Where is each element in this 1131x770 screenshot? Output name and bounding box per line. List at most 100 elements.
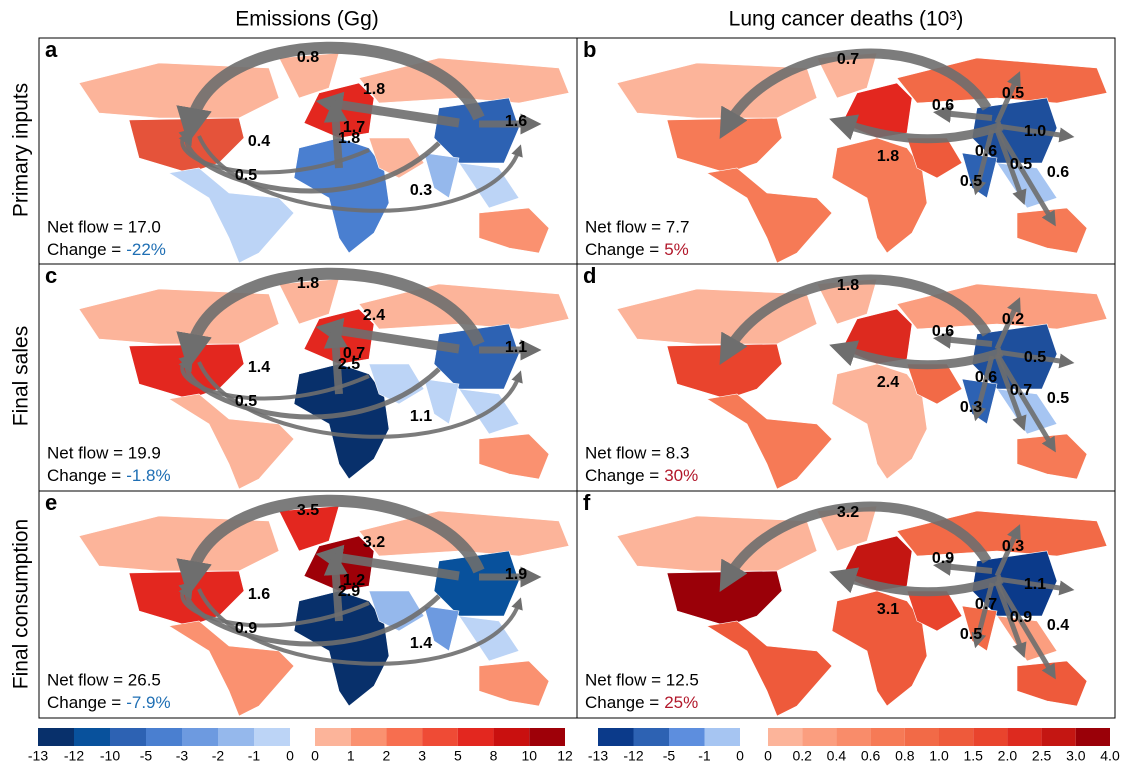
flow-label: 2.9 bbox=[338, 583, 360, 600]
flow-label: 0.9 bbox=[1010, 609, 1032, 626]
flow-label: 2.4 bbox=[877, 374, 899, 391]
colorbar-label: 0.4 bbox=[827, 748, 847, 764]
change-value: 25% bbox=[664, 693, 698, 712]
flow-label: 2.5 bbox=[338, 356, 360, 373]
row-label: Final sales bbox=[10, 326, 33, 426]
flow-label: 0.5 bbox=[1010, 156, 1032, 173]
colorbar-swatch bbox=[973, 728, 1007, 746]
colorbar-label: 1 bbox=[347, 748, 355, 764]
flow-label: 0.9 bbox=[235, 620, 257, 637]
change-label: Change = bbox=[47, 693, 121, 712]
change: Change = -22% bbox=[47, 240, 166, 259]
colorbar-label: -10 bbox=[100, 748, 120, 764]
colorbar-label: 0.2 bbox=[792, 748, 812, 764]
change: Change = 25% bbox=[585, 693, 698, 712]
flow-label: 0.5 bbox=[235, 393, 257, 410]
change-label: Change = bbox=[585, 240, 659, 259]
change-label: Change = bbox=[585, 693, 659, 712]
colorbar-swatch bbox=[458, 728, 494, 746]
change: Change =-1.8% bbox=[47, 466, 171, 485]
flow-label: 0.2 bbox=[1002, 311, 1024, 328]
flow-label: 3.5 bbox=[297, 502, 319, 519]
flow-label: 0.7 bbox=[837, 51, 859, 68]
net-flow: Net flow = 19.9 bbox=[47, 443, 161, 462]
flow-label: 0.3 bbox=[1002, 538, 1024, 555]
colorbar-label: 10 bbox=[521, 748, 537, 764]
panel-letter: a bbox=[45, 37, 58, 62]
flow-label: 0.5 bbox=[1002, 85, 1024, 102]
change: Change = 5% bbox=[585, 240, 689, 259]
colorbar-swatch bbox=[110, 728, 146, 746]
colorbar-label: 1.5 bbox=[963, 748, 983, 764]
change: Change =-7.9% bbox=[47, 693, 171, 712]
colorbar-swatch bbox=[422, 728, 458, 746]
colorbar-label: -5 bbox=[140, 748, 153, 764]
colorbar-label: -5 bbox=[663, 748, 676, 764]
column-title: Lung cancer deaths (10³) bbox=[729, 8, 964, 31]
colorbar-label: -2 bbox=[212, 748, 225, 764]
colorbar-swatch bbox=[254, 728, 290, 746]
colorbar-swatch bbox=[836, 728, 870, 746]
colorbar-swatch bbox=[351, 728, 387, 746]
colorbar-swatch bbox=[146, 728, 182, 746]
colorbar-swatch bbox=[1042, 728, 1076, 746]
colorbar-label: 0 bbox=[764, 748, 772, 764]
colorbar-swatch bbox=[598, 728, 634, 746]
net-flow: Net flow = 8.3 bbox=[585, 443, 689, 462]
column-title: Emissions (Gg) bbox=[235, 8, 379, 31]
change-value: 5% bbox=[664, 240, 689, 259]
flow-label: 0.8 bbox=[297, 49, 319, 66]
flow-label: 1.6 bbox=[248, 586, 270, 603]
colorbar-swatch bbox=[38, 728, 74, 746]
flow-label: 0.7 bbox=[975, 596, 997, 613]
flow-label: 0.6 bbox=[1047, 164, 1069, 181]
colorbar-swatch bbox=[529, 728, 565, 746]
change-value: -1.8% bbox=[126, 466, 170, 485]
flow-label: 0.5 bbox=[960, 626, 982, 643]
flow-label: 1.8 bbox=[837, 277, 859, 294]
flow-label: 3.2 bbox=[363, 534, 385, 551]
colorbar-label: 0.6 bbox=[861, 748, 881, 764]
colorbar-label: -13 bbox=[28, 748, 48, 764]
flow-label: 1.1 bbox=[505, 339, 527, 356]
colorbar-swatch bbox=[871, 728, 905, 746]
colorbar-label: 0 bbox=[736, 748, 744, 764]
colorbar-label: 1.0 bbox=[929, 748, 949, 764]
flow-label: 0.3 bbox=[960, 399, 982, 416]
flow-label: 1.6 bbox=[505, 113, 527, 130]
flow-label: 1.4 bbox=[410, 635, 432, 652]
panel-letter: b bbox=[583, 37, 596, 62]
net-flow: Net flow = 17.0 bbox=[47, 217, 161, 236]
flow-label: 0.5 bbox=[1024, 349, 1046, 366]
colorbar-swatch bbox=[905, 728, 939, 746]
colorbar-label: -12 bbox=[623, 748, 643, 764]
flow-label: 0.6 bbox=[932, 97, 954, 114]
map-panel: 1.80.20.60.52.40.60.70.30.5dNet flow = 8… bbox=[577, 263, 1115, 491]
colorbar-label: 2 bbox=[383, 748, 391, 764]
flow-label: 3.1 bbox=[877, 601, 899, 618]
flow-label: 0.9 bbox=[932, 550, 954, 567]
colorbar-swatch bbox=[802, 728, 836, 746]
net-flow: Net flow = 26.5 bbox=[47, 670, 161, 689]
net-flow: Net flow = 7.7 bbox=[585, 217, 689, 236]
colorbar-swatch bbox=[315, 728, 351, 746]
colorbar-label: -1 bbox=[248, 748, 261, 764]
colorbar-label: 0.8 bbox=[895, 748, 915, 764]
colorbar-swatch bbox=[705, 728, 741, 746]
colorbar-label: 4.0 bbox=[1100, 748, 1120, 764]
colorbar-label: 0 bbox=[311, 748, 319, 764]
flow-label: 0.4 bbox=[1047, 617, 1069, 634]
change-label: Change = bbox=[47, 240, 121, 259]
row-label: Final consumption bbox=[10, 519, 33, 689]
flow-label: 1.1 bbox=[1024, 576, 1046, 593]
panel-letter: d bbox=[583, 263, 596, 288]
panel-letter: e bbox=[45, 490, 57, 515]
flow-label: 1.8 bbox=[363, 81, 385, 98]
colorbar-label: -1 bbox=[698, 748, 711, 764]
change-value: -22% bbox=[126, 240, 166, 259]
flow-label: 1.8 bbox=[338, 130, 360, 147]
map-panel: 3.53.21.22.91.60.91.41.9eNet flow = 26.5… bbox=[39, 490, 577, 718]
colorbar-label: -12 bbox=[64, 748, 84, 764]
